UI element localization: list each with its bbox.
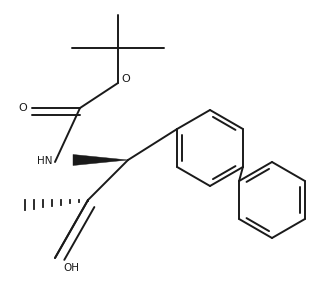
Polygon shape xyxy=(73,155,128,166)
Text: O: O xyxy=(18,103,27,113)
Text: HN: HN xyxy=(37,156,53,166)
Text: OH: OH xyxy=(63,263,79,273)
Text: O: O xyxy=(121,74,130,84)
